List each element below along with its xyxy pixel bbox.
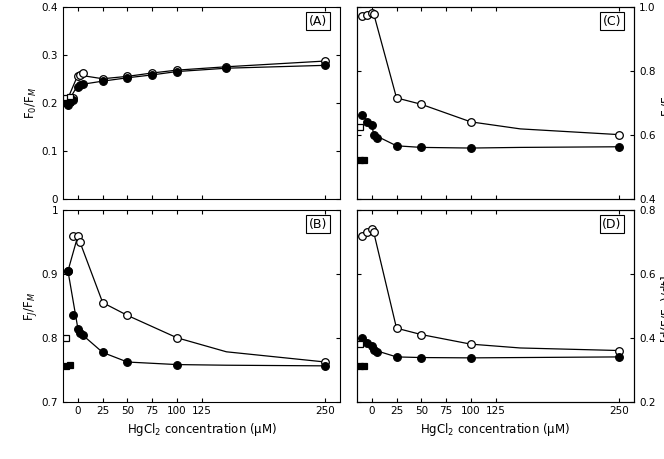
Y-axis label: F$_0$/F$_M$: F$_0$/F$_M$ (24, 87, 39, 119)
X-axis label: HgCl$_2$ concentration (μM): HgCl$_2$ concentration (μM) (420, 420, 570, 437)
Text: (D): (D) (602, 218, 622, 231)
Text: (C): (C) (603, 15, 622, 28)
Y-axis label: F$_J$/F$_M$: F$_J$/F$_M$ (22, 291, 39, 320)
Text: (B): (B) (309, 218, 327, 231)
Y-axis label: [d(F/F$_M$)/dt]$_0$: [d(F/F$_M$)/dt]$_0$ (659, 269, 664, 342)
X-axis label: HgCl$_2$ concentration (μM): HgCl$_2$ concentration (μM) (127, 420, 277, 437)
Y-axis label: F$_J$/F$_M$: F$_J$/F$_M$ (659, 88, 664, 118)
Text: (A): (A) (309, 15, 327, 28)
